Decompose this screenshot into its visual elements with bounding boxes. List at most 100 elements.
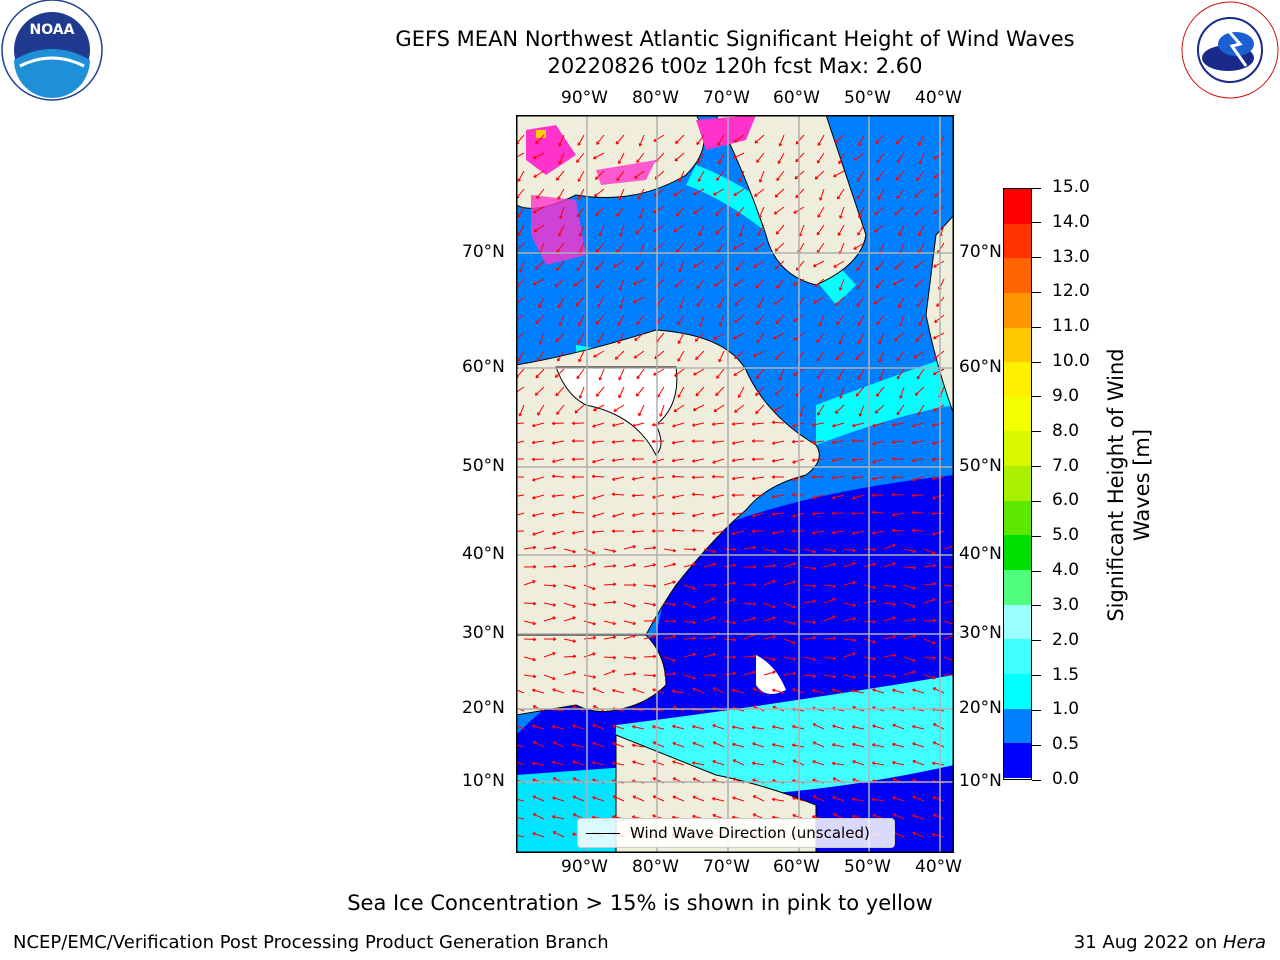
wind-wave-arrow — [516, 494, 525, 497]
footer-branch: NCEP/EMC/Verification Post Processing Pr… — [13, 932, 609, 953]
wind-wave-arrow — [811, 475, 825, 479]
wind-wave-arrow — [591, 761, 605, 766]
wind-wave-arrow — [516, 759, 525, 766]
colorbar-segment — [1004, 396, 1031, 432]
wind-wave-arrow — [783, 562, 796, 568]
wind-wave-arrow — [754, 188, 765, 197]
wind-wave-arrow — [716, 170, 725, 181]
wind-wave-arrow — [683, 652, 696, 658]
wind-wave-arrow — [532, 795, 545, 802]
wind-wave-arrow — [516, 458, 525, 460]
colorbar-tick — [1032, 361, 1041, 363]
wind-wave-arrow — [683, 584, 696, 590]
wind-wave-arrow — [743, 654, 757, 659]
colorbar-tick-label: 10.0 — [1052, 351, 1090, 372]
lat-label-left-40n: 40°N — [462, 544, 505, 564]
wind-wave-arrow — [931, 476, 945, 481]
wind-wave-arrow — [832, 494, 845, 500]
wind-wave-arrow — [711, 474, 725, 479]
wind-wave-arrow — [551, 421, 565, 426]
wind-wave-arrow — [594, 170, 605, 180]
wind-wave-arrow — [712, 724, 725, 730]
wind-wave-arrow — [713, 188, 725, 196]
wind-wave-arrow — [543, 602, 557, 607]
wind-wave-arrow — [872, 458, 885, 464]
wind-wave-arrow — [543, 674, 556, 681]
wind-wave-arrow — [871, 476, 885, 481]
wind-wave-arrow — [703, 583, 717, 588]
wind-wave-arrow — [723, 671, 737, 676]
wind-wave-arrow — [903, 670, 916, 676]
colorbar-tick-label: 2.0 — [1052, 629, 1080, 650]
wind-wave-arrow — [932, 530, 945, 536]
wind-wave-arrow — [516, 744, 525, 748]
wind-wave-arrow — [571, 457, 585, 462]
wind-wave-arrow — [712, 458, 725, 464]
wind-wave-arrow — [856, 278, 865, 290]
lat-label-right-40n: 40°N — [959, 544, 1002, 564]
wind-wave-arrow — [743, 602, 757, 606]
wind-wave-arrow — [923, 582, 937, 586]
wind-wave-arrow — [933, 170, 945, 179]
colorbar-tick-label: 14.0 — [1052, 211, 1090, 232]
lon-label-bottom-90w: 90°W — [561, 857, 608, 877]
colorbar-segment — [1004, 743, 1031, 778]
lat-label-left-60n: 60°N — [462, 357, 505, 377]
wind-wave-arrow — [558, 314, 565, 327]
legend-label: Wind Wave Direction (unscaled) — [630, 824, 870, 842]
wind-wave-arrow — [895, 134, 905, 145]
colorbar-tick — [1032, 291, 1041, 293]
wind-wave-arrow — [932, 494, 945, 500]
wind-wave-arrow — [823, 548, 837, 553]
wind-wave-arrow — [631, 725, 645, 730]
wind-wave-arrow — [818, 314, 825, 327]
wind-wave-arrow — [911, 458, 925, 463]
wind-wave-arrow — [757, 224, 765, 236]
lon-label-top-60w: 60°W — [773, 88, 820, 108]
wind-wave-arrow — [876, 314, 885, 326]
wind-wave-arrow — [812, 741, 825, 748]
wind-wave-arrow — [871, 797, 885, 802]
wind-wave-arrow — [803, 620, 817, 625]
wind-wave-arrow — [803, 636, 817, 640]
wind-wave-arrow — [816, 332, 825, 344]
wind-wave-arrow — [632, 760, 645, 766]
wind-wave-arrow — [771, 440, 785, 445]
wind-wave-arrow — [851, 438, 865, 443]
wind-wave-arrow — [555, 170, 565, 181]
wind-wave-arrow — [611, 422, 625, 427]
wind-wave-arrow — [532, 813, 545, 820]
noaa-logo-text: NOAA — [30, 22, 75, 38]
wind-wave-arrow — [732, 759, 745, 766]
wind-wave-arrow — [552, 831, 565, 838]
footer-date: 31 Aug 2022 on Hera — [1074, 932, 1266, 953]
wind-wave-arrow — [863, 547, 877, 552]
wind-wave-arrow — [843, 561, 856, 568]
wind-wave-arrow — [614, 350, 625, 360]
wind-wave-arrow — [851, 530, 865, 535]
footer-host: Hera — [1222, 932, 1266, 953]
wind-wave-arrow — [572, 795, 585, 802]
wind-wave-arrow — [855, 386, 865, 397]
wind-wave-arrow — [671, 511, 685, 516]
wind-wave-arrow — [932, 813, 945, 820]
wind-wave-arrow — [795, 152, 805, 163]
wind-wave-arrow — [775, 224, 785, 235]
wind-wave-arrow — [703, 652, 716, 658]
wind-wave-arrow — [643, 618, 657, 623]
wind-wave-arrow — [933, 152, 945, 160]
lon-label-top-50w: 50°W — [844, 88, 891, 108]
wind-wave-arrow — [691, 761, 705, 766]
wind-wave-arrow — [593, 152, 605, 160]
lon-label-top-70w: 70°W — [703, 88, 750, 108]
wind-wave-arrow — [783, 656, 797, 661]
wind-wave-arrow — [892, 813, 905, 820]
wind-wave-arrow — [532, 512, 545, 518]
wind-wave-arrow — [831, 511, 845, 516]
wind-wave-arrow — [763, 616, 776, 622]
wind-wave-arrow — [814, 170, 825, 180]
wind-wave-arrow — [532, 724, 545, 730]
wind-wave-arrow — [612, 741, 625, 748]
wind-wave-arrow — [816, 350, 825, 362]
colorbar-tick — [1032, 187, 1041, 189]
